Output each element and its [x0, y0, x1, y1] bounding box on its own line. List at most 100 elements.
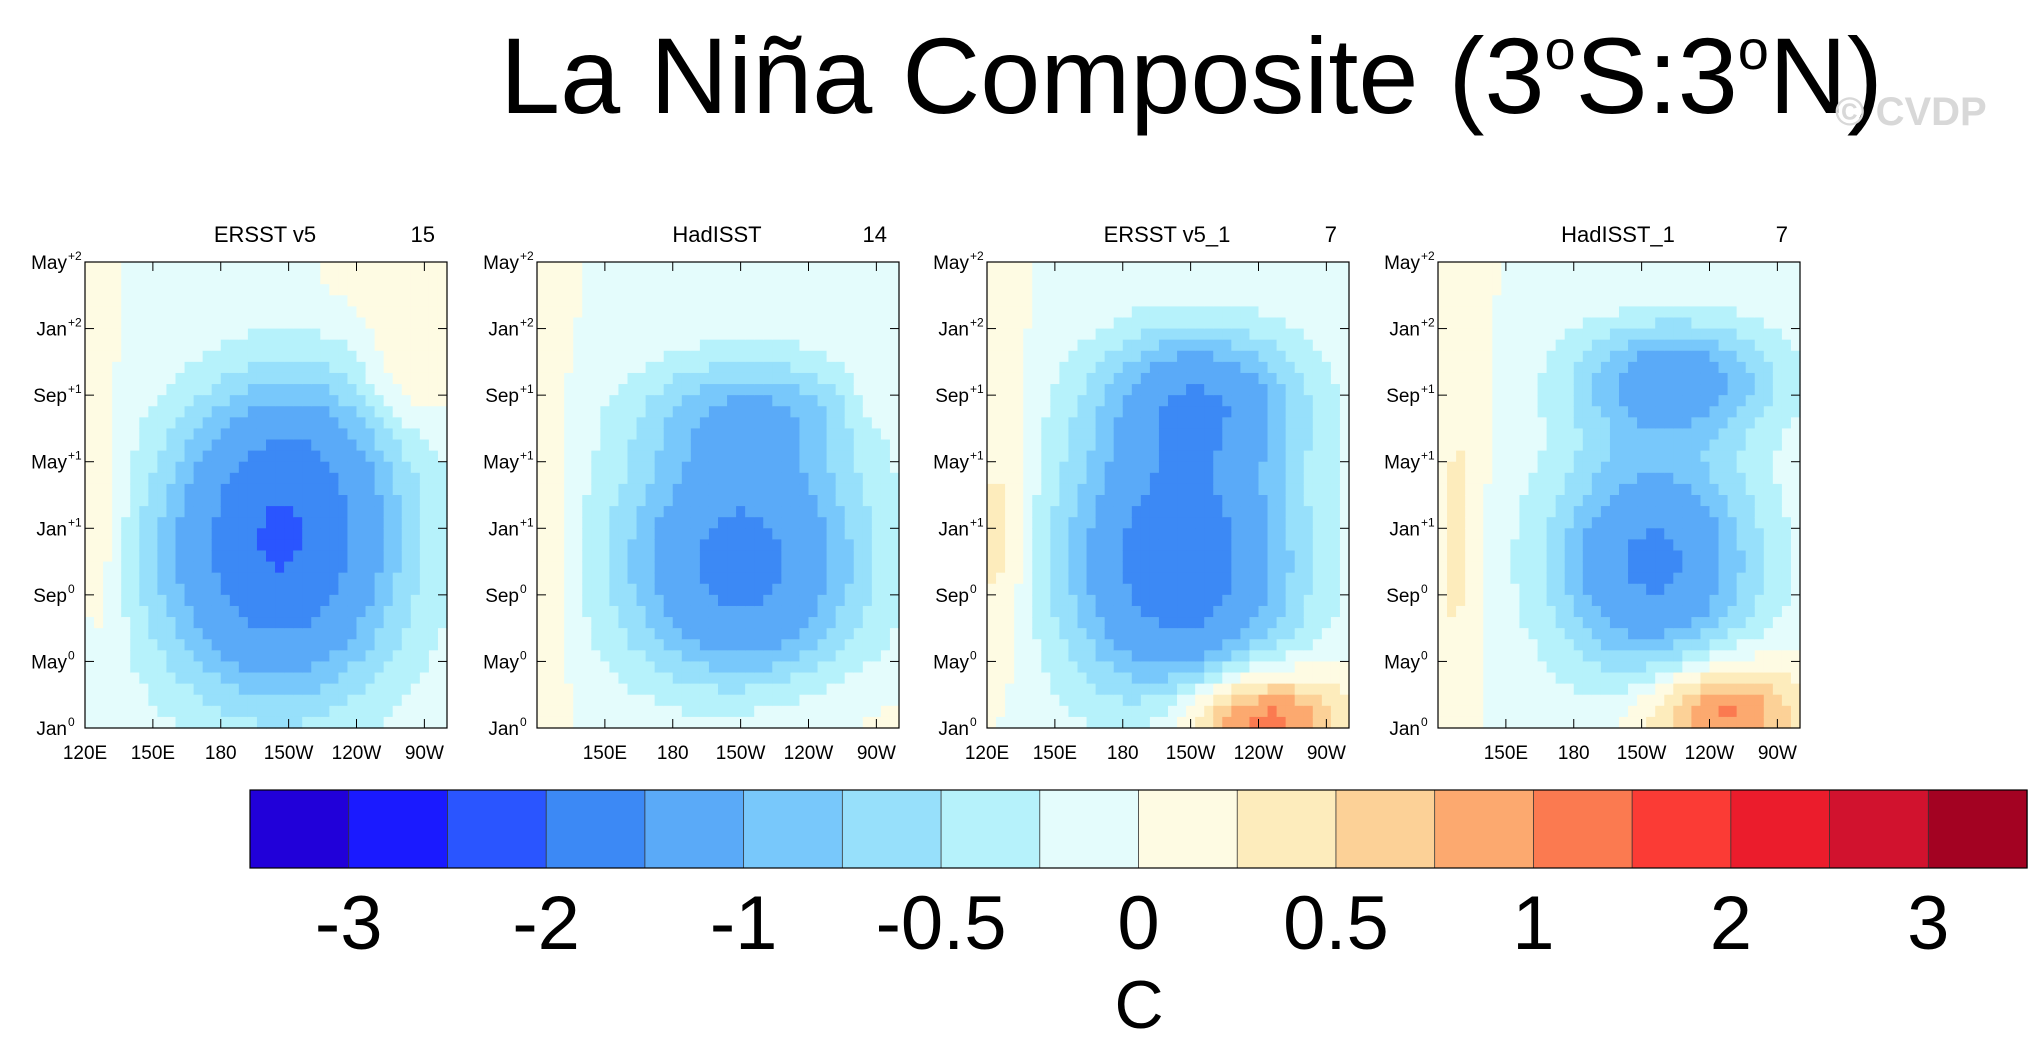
field-cell [826, 517, 837, 529]
field-cell [275, 262, 285, 274]
field-cell [1204, 417, 1214, 430]
field-cell [365, 528, 376, 540]
field-cell [573, 395, 583, 407]
field-cell [211, 328, 222, 341]
field-cell [1177, 517, 1187, 529]
field-cell [94, 417, 104, 430]
field-cell [987, 672, 997, 685]
field-cell [844, 561, 855, 574]
field-cell [247, 361, 258, 374]
field-cell [410, 384, 421, 396]
field-cell [844, 683, 855, 696]
field-cell [1077, 650, 1088, 663]
field-cell [428, 483, 439, 496]
field-cell [356, 628, 367, 640]
field-cell [157, 495, 168, 507]
field-cell [175, 417, 186, 430]
field-cell [880, 450, 891, 463]
field-cell [311, 628, 321, 640]
field-cell [826, 262, 837, 274]
field-cell [1204, 539, 1214, 552]
field-cell [175, 539, 186, 552]
field-cell [302, 306, 312, 319]
field-cell [1258, 694, 1269, 707]
field-cell [284, 339, 294, 352]
field-cell [1177, 317, 1187, 330]
field-cell [987, 273, 997, 285]
field-cell [772, 705, 782, 718]
field-cell [1068, 328, 1079, 341]
field-cell [1267, 683, 1278, 696]
field-cell [817, 628, 828, 640]
field-cell [591, 605, 601, 618]
field-cell [311, 639, 321, 651]
field-cell [627, 506, 638, 518]
field-cell [645, 406, 656, 418]
field-cell [1050, 705, 1060, 718]
field-cell [844, 506, 855, 518]
field-cell [247, 461, 258, 474]
field-cell [1231, 284, 1241, 296]
field-cell [1258, 705, 1269, 718]
field-cell [681, 716, 692, 729]
field-cell [1195, 339, 1205, 352]
field-cell [1041, 605, 1051, 618]
field-cell [184, 628, 195, 640]
field-cell [781, 361, 791, 374]
field-cell [1068, 661, 1079, 674]
field-cell [356, 561, 367, 574]
field-cell [1041, 361, 1051, 374]
field-cell [889, 550, 900, 563]
field-cell [1122, 273, 1133, 285]
field-cell [85, 683, 95, 696]
field-cell [256, 395, 267, 407]
field-cell [437, 350, 448, 363]
field-cell [437, 550, 448, 563]
field-cell [699, 439, 710, 452]
field-cell [356, 517, 367, 529]
field-cell [880, 439, 891, 452]
field-cell [211, 417, 222, 430]
field-cell [1140, 384, 1151, 396]
field-cell [582, 439, 592, 452]
field-cell [1231, 295, 1241, 307]
field-cell [1285, 450, 1296, 463]
field-cell [546, 605, 556, 618]
field-cell [1140, 506, 1151, 518]
field-cell [781, 539, 791, 552]
field-cell [1140, 306, 1151, 319]
field-cell [329, 350, 339, 363]
field-cell [1059, 328, 1070, 341]
field-cell [1276, 528, 1287, 540]
field-cell [392, 372, 403, 385]
field-cell [1095, 406, 1106, 418]
field-cell [555, 683, 565, 696]
field-cell [835, 639, 846, 651]
field-cell [672, 273, 683, 285]
field-cell [763, 262, 773, 274]
field-cell [1041, 528, 1051, 540]
field-cell [311, 572, 321, 585]
field-cell [320, 339, 330, 352]
field-cell [238, 439, 249, 452]
field-cell [1258, 517, 1269, 529]
field-cell [1213, 628, 1223, 640]
field-cell [266, 361, 276, 374]
field-cell [175, 450, 186, 463]
field-cell [1285, 439, 1296, 452]
field-cell [627, 517, 638, 529]
field-cell [184, 572, 195, 585]
field-cell [582, 550, 592, 563]
field-cell [781, 617, 791, 629]
field-cell [996, 506, 1006, 518]
field-cell [862, 273, 873, 285]
field-cell [1059, 605, 1070, 618]
field-cell [826, 273, 837, 285]
field-cell [880, 517, 891, 529]
field-cell [275, 594, 285, 607]
field-cell [555, 417, 565, 430]
field-cell [1131, 694, 1142, 707]
field-cell [247, 583, 258, 596]
field-cell [690, 372, 701, 385]
field-cell [1041, 506, 1051, 518]
